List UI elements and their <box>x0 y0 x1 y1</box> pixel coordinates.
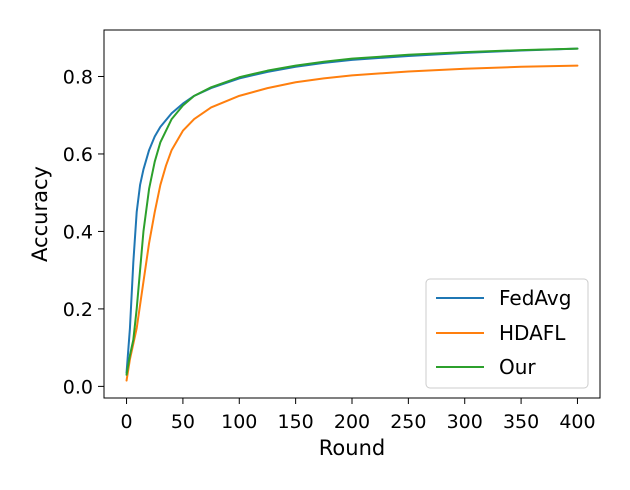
x-tick-label: 50 <box>171 411 195 433</box>
y-axis-label: Accuracy <box>28 166 52 262</box>
y-tick-label: 0.4 <box>63 221 93 243</box>
y-ticks: 0.0 0.2 0.4 0.6 0.8 <box>63 66 104 398</box>
series-line-hdafl <box>125 64 579 382</box>
legend-box <box>425 278 589 389</box>
legend-label-our: Our <box>499 355 536 379</box>
y-tick-label: 0.0 <box>63 376 93 398</box>
x-tick-label: 400 <box>559 411 595 433</box>
x-axis-label: Round <box>319 436 385 460</box>
y-tick-label: 0.6 <box>63 144 93 166</box>
legend-label-hdafl: HDAFL <box>499 321 566 345</box>
y-tick-label: 0.8 <box>63 66 93 88</box>
x-tick-label: 250 <box>390 411 426 433</box>
x-tick-label: 300 <box>447 411 483 433</box>
x-tick-label: 0 <box>120 411 132 433</box>
x-ticks: 0 50 100 150 200 250 300 350 400 <box>120 398 596 433</box>
x-tick-label: 350 <box>503 411 539 433</box>
y-tick-label: 0.2 <box>63 299 93 321</box>
x-tick-label: 100 <box>221 411 257 433</box>
legend: FedAvg HDAFL Our <box>425 278 589 389</box>
series-line-our <box>125 47 579 376</box>
series-layer <box>125 47 579 382</box>
x-tick-label: 150 <box>278 411 314 433</box>
x-tick-label: 200 <box>334 411 370 433</box>
legend-label-fedavg: FedAvg <box>499 286 571 310</box>
